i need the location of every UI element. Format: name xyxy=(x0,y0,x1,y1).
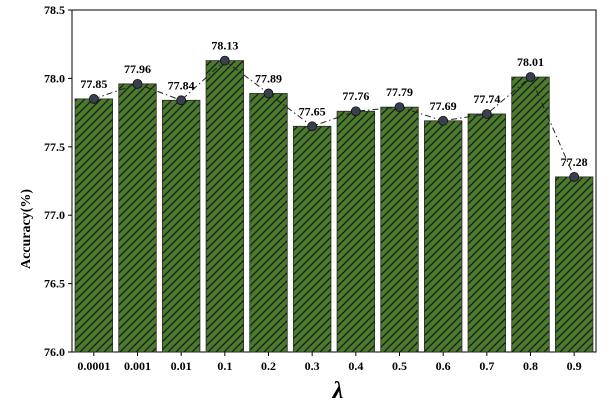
x-tick-label: 0.7 xyxy=(479,359,494,373)
data-label: 77.76 xyxy=(342,89,369,103)
x-tick-label: 0.6 xyxy=(436,359,451,373)
point-marker xyxy=(481,109,492,119)
x-axis-title: λ xyxy=(332,378,344,404)
data-label: 77.28 xyxy=(561,155,588,169)
y-tick-label: 76.0 xyxy=(44,345,65,359)
y-tick-label: 78.0 xyxy=(44,71,65,85)
point-marker xyxy=(569,171,580,182)
data-label: 77.74 xyxy=(473,92,500,106)
point-marker xyxy=(219,55,230,66)
bar xyxy=(249,93,288,353)
x-tick-label: 0.01 xyxy=(171,359,192,373)
data-label: 77.89 xyxy=(255,71,282,85)
x-tick-label: 0.3 xyxy=(305,359,320,373)
y-tick-label: 77.5 xyxy=(44,140,65,154)
data-label: 77.65 xyxy=(299,104,326,118)
bar xyxy=(292,125,332,353)
data-label: 78.01 xyxy=(517,55,544,69)
bar xyxy=(380,106,419,353)
point-marker xyxy=(307,121,318,132)
point-marker xyxy=(132,78,143,89)
data-label: 77.79 xyxy=(386,85,413,99)
bar xyxy=(74,98,114,353)
x-tick-label: 0.5 xyxy=(392,359,407,373)
x-tick-label: 0.2 xyxy=(261,359,276,373)
y-axis-title: Accuracy(%) xyxy=(19,189,34,269)
point-marker xyxy=(394,102,405,113)
y-tick-label: 77.0 xyxy=(44,208,65,222)
x-tick-label: 0.4 xyxy=(348,359,363,373)
point-marker xyxy=(176,95,187,106)
x-tick-label: 0.1 xyxy=(217,359,232,373)
bar xyxy=(554,176,594,353)
trend-line xyxy=(88,55,580,182)
bar xyxy=(467,113,507,353)
data-label: 78.13 xyxy=(211,39,238,53)
point-marker xyxy=(263,88,274,99)
bar xyxy=(336,110,376,353)
data-label: 77.84 xyxy=(168,78,195,92)
axes: 76.0 76.5 77.0 77.5 78.0 78.5 0.0001 0.001 0.01 0… xyxy=(44,3,597,373)
bar xyxy=(423,120,463,353)
x-tick-label: 0.001 xyxy=(124,359,151,373)
data-label: 77.69 xyxy=(430,99,457,113)
y-tick-label: 78.5 xyxy=(44,3,65,17)
y-tick-label: 76.5 xyxy=(44,277,65,291)
bar xyxy=(205,60,245,353)
bar xyxy=(511,76,550,353)
plot-frame xyxy=(71,9,597,353)
point-marker xyxy=(525,72,536,82)
point-marker xyxy=(438,115,449,126)
point-marker xyxy=(88,94,99,104)
trend-polyline xyxy=(93,59,575,178)
data-labels: 77.85 77.96 77.84 78.13 77.89 77.65 77.76 77.79… xyxy=(80,39,587,169)
data-label: 77.96 xyxy=(124,62,151,76)
x-tick-label: 0.8 xyxy=(523,359,538,373)
bar xyxy=(118,83,157,353)
x-tick-label: 0.9 xyxy=(567,359,582,373)
point-marker xyxy=(350,106,361,117)
data-label: 77.85 xyxy=(80,77,107,91)
x-tick-label: 0.0001 xyxy=(77,359,110,373)
bars xyxy=(74,60,594,353)
bar xyxy=(161,99,201,353)
